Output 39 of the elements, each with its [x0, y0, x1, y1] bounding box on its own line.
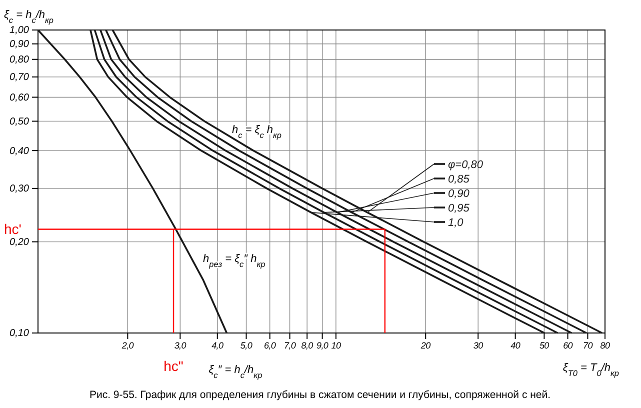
- x-tick-label: 2,0: [120, 340, 134, 350]
- legend-label: 0,90: [448, 188, 470, 200]
- y-tick-label: 0,50: [10, 116, 30, 128]
- annotation: hc": [164, 358, 184, 374]
- legend-label: 0,95: [448, 202, 470, 214]
- x-tick-label: 6,0: [264, 340, 276, 350]
- x-tick-label: 5,0: [240, 340, 252, 350]
- y-tick-label: 0,10: [10, 328, 30, 340]
- y-tick-label: 0,60: [10, 92, 30, 104]
- x-tick-label: 30: [473, 340, 484, 350]
- y-tick-label: 0,80: [10, 54, 30, 66]
- x-tick-label: 7,0: [284, 340, 296, 350]
- annotation: h$_{рез}$ = ξ$_{c}$″ h$_{кр}$: [203, 253, 266, 268]
- x-tick-label: 3,0: [174, 340, 186, 350]
- x-tick-label: 70: [583, 340, 593, 350]
- x-tick-label: 40: [510, 340, 520, 350]
- x-axis-title: ξ$_{c}$″ = h$_{c}$/h$_{кр}$: [208, 364, 263, 380]
- y-axis-title: ξ$_{c}$ = h$_{c}$/h$_{кр}$: [4, 9, 54, 24]
- x-tick-label: 9,0: [316, 340, 328, 350]
- x-tick-label: 60: [563, 340, 573, 350]
- annotation: h$_{c}$ = ξ$_{c}$ h$_{кр}$: [232, 124, 282, 140]
- x-tick-label: 50: [539, 340, 550, 350]
- text: Рис. 9-55. График для определения глубины в сжатом сечении и глубины, сопряженной с ней.: [89, 389, 551, 401]
- legend-label: φ=0,80: [448, 159, 484, 171]
- annotation: ξ$_{T0}$ = T$_{0}$/h$_{кр}$: [562, 362, 620, 378]
- y-tick-label: 0,70: [10, 72, 30, 84]
- y-tick-label: 1,00: [10, 25, 30, 36]
- y-tick-label: 0,30: [10, 184, 30, 195]
- x-tick-label: 4,0: [212, 340, 224, 350]
- legend-label: 0,85: [448, 174, 470, 186]
- y-tick-label: 0,90: [10, 39, 30, 50]
- y-tick-label: 0,20: [10, 236, 30, 248]
- x-tick-label: 10: [331, 340, 341, 350]
- x-tick-label: 8,0: [301, 340, 314, 350]
- x-tick-label: 20: [420, 340, 431, 350]
- legend-label: 1,0: [448, 217, 464, 229]
- y-tick-label: 0,40: [10, 146, 30, 157]
- annotation: hc': [4, 221, 22, 238]
- x-tick-label: 80: [600, 340, 610, 350]
